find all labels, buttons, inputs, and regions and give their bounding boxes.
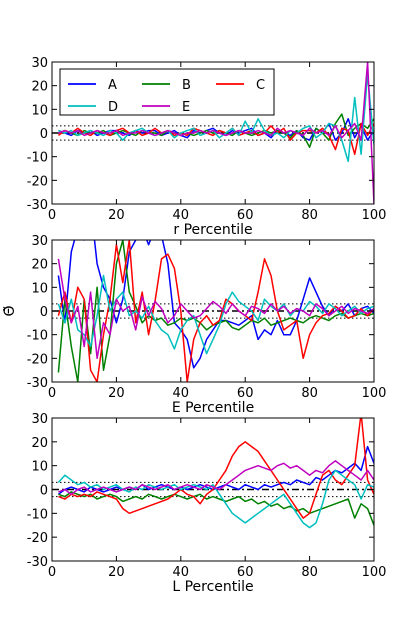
y-tick-label: -30 (27, 376, 48, 391)
y-tick-label: 0 (40, 305, 48, 320)
y-tick-label: 20 (31, 80, 48, 95)
series-line-e (58, 62, 374, 204)
y-tick-label: -30 (27, 198, 48, 213)
series-line-d (57, 274, 374, 355)
y-tick-label: -30 (27, 555, 48, 570)
x-tick-label: 60 (237, 386, 254, 401)
x-tick-label: 80 (301, 208, 318, 223)
series-line-d (57, 469, 374, 529)
chart-panel-3: 0 20 40 60 80 100 -30 -20 -10 0 10 20 30 L Percentile (27, 412, 387, 595)
y-tick-label: 10 (31, 460, 48, 475)
y-tick-label: 20 (31, 258, 48, 273)
y-tick-label: 10 (31, 281, 48, 296)
legend-label-c: C (256, 78, 265, 93)
series-group (57, 418, 374, 529)
y-tick-label: -20 (27, 352, 48, 367)
y-tick-label: -20 (27, 174, 48, 189)
series-line-c (58, 418, 374, 519)
shared-y-axis-label: Θ̃ (2, 305, 18, 316)
series-line-d (58, 73, 374, 163)
series-group (57, 240, 374, 382)
x-tick-label: 60 (237, 208, 254, 223)
y-tick-label: 30 (31, 56, 48, 71)
legend: A B C D E (59, 68, 275, 116)
legend-label-e: E (182, 100, 190, 115)
x-tick-label: 0 (48, 565, 56, 580)
chart-panel-1: 0 20 40 60 80 100 -30 -20 -10 0 10 20 30 r Percentile… (27, 56, 387, 238)
series-line-a (57, 240, 374, 369)
y-tick-label: -10 (27, 151, 48, 166)
series-line-e (57, 258, 374, 360)
x-tick-label: 40 (173, 386, 190, 401)
series-line-e (58, 460, 374, 496)
x-tick-label: 100 (362, 565, 387, 580)
x-tick-label: 80 (301, 565, 318, 580)
x-tick-label: 40 (173, 565, 190, 580)
x-tick-label: 20 (108, 565, 125, 580)
x-tick-label: 40 (173, 208, 190, 223)
y-tick-label: 0 (40, 127, 48, 142)
y-tick-label: 30 (31, 412, 48, 427)
y-tick-label: 0 (40, 484, 48, 499)
x-tick-label: 100 (362, 386, 387, 401)
y-tick-label: -20 (27, 531, 48, 546)
x-tick-label: 0 (48, 208, 56, 223)
x-tick-label: 80 (301, 386, 318, 401)
y-tick-label: 30 (31, 234, 48, 249)
x-axis-label: L Percentile (172, 579, 253, 595)
y-tick-label: -10 (27, 329, 48, 344)
y-tick-label: 20 (31, 436, 48, 451)
y-tick-label: 10 (31, 103, 48, 118)
series-line-c (57, 122, 374, 156)
legend-label-d: D (108, 100, 118, 115)
chart-panel-2: 0 20 40 60 80 100 -30 -20 -10 0 10 20 30 E Percentile (27, 234, 387, 416)
x-tick-label: 20 (108, 208, 125, 223)
x-tick-label: 100 (362, 208, 387, 223)
x-axis-label: r Percentile (173, 222, 252, 238)
x-tick-label: 60 (237, 565, 254, 580)
legend-box (59, 68, 275, 116)
series-group (57, 62, 374, 204)
x-tick-label: 0 (48, 386, 56, 401)
legend-label-a: A (108, 78, 117, 93)
y-tick-label: -10 (27, 507, 48, 522)
x-tick-label: 20 (108, 386, 125, 401)
series-line-c (57, 240, 374, 382)
legend-label-b: B (182, 78, 191, 93)
x-axis-label: E Percentile (172, 400, 254, 416)
